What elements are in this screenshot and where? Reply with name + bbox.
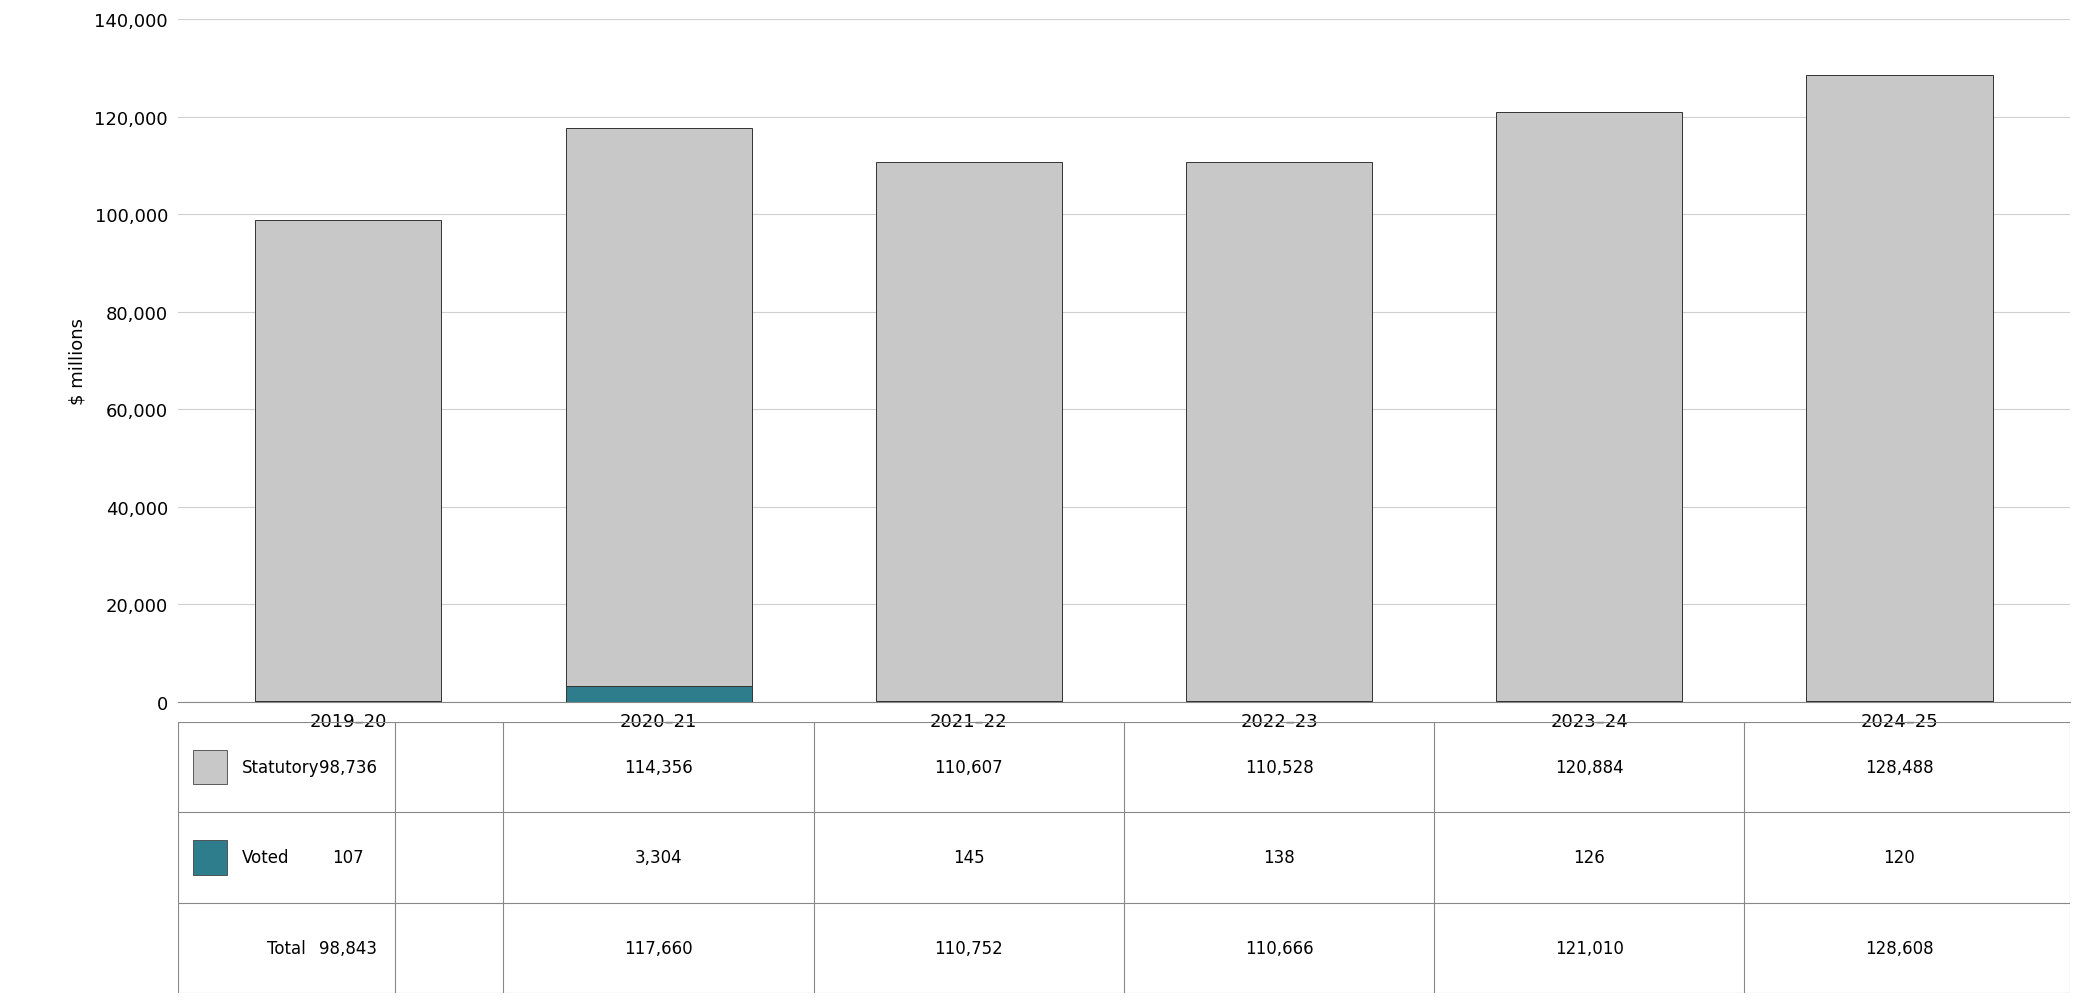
- Text: 98,736: 98,736: [320, 758, 376, 776]
- Text: 107: 107: [332, 849, 364, 867]
- Text: 98,843: 98,843: [320, 939, 376, 957]
- Y-axis label: $ millions: $ millions: [69, 318, 86, 404]
- Text: 128,488: 128,488: [1865, 758, 1934, 776]
- Text: Statutory: Statutory: [243, 758, 320, 776]
- Bar: [1497, 112, 1683, 701]
- Text: 138: 138: [1263, 849, 1294, 867]
- Text: 120: 120: [1884, 849, 1915, 867]
- Text: 114,356: 114,356: [625, 758, 692, 776]
- Text: 121,010: 121,010: [1556, 939, 1625, 957]
- Bar: [192, 750, 228, 784]
- Text: Total: Total: [268, 939, 305, 957]
- Bar: [1807, 75, 1993, 701]
- Text: 110,607: 110,607: [935, 758, 1004, 776]
- Text: 126: 126: [1572, 849, 1606, 867]
- Bar: [1186, 162, 1372, 701]
- Bar: [565, 129, 751, 686]
- Bar: [876, 162, 1062, 701]
- Text: 117,660: 117,660: [625, 939, 692, 957]
- Text: 120,884: 120,884: [1556, 758, 1623, 776]
- Bar: [192, 841, 228, 875]
- Bar: [255, 221, 441, 701]
- Text: 110,752: 110,752: [935, 939, 1004, 957]
- Text: 3,304: 3,304: [636, 849, 682, 867]
- Text: Voted: Voted: [243, 849, 289, 867]
- Text: 128,608: 128,608: [1865, 939, 1934, 957]
- Text: 145: 145: [953, 849, 985, 867]
- Text: 110,528: 110,528: [1244, 758, 1313, 776]
- Bar: [565, 686, 751, 702]
- Text: 110,666: 110,666: [1244, 939, 1313, 957]
